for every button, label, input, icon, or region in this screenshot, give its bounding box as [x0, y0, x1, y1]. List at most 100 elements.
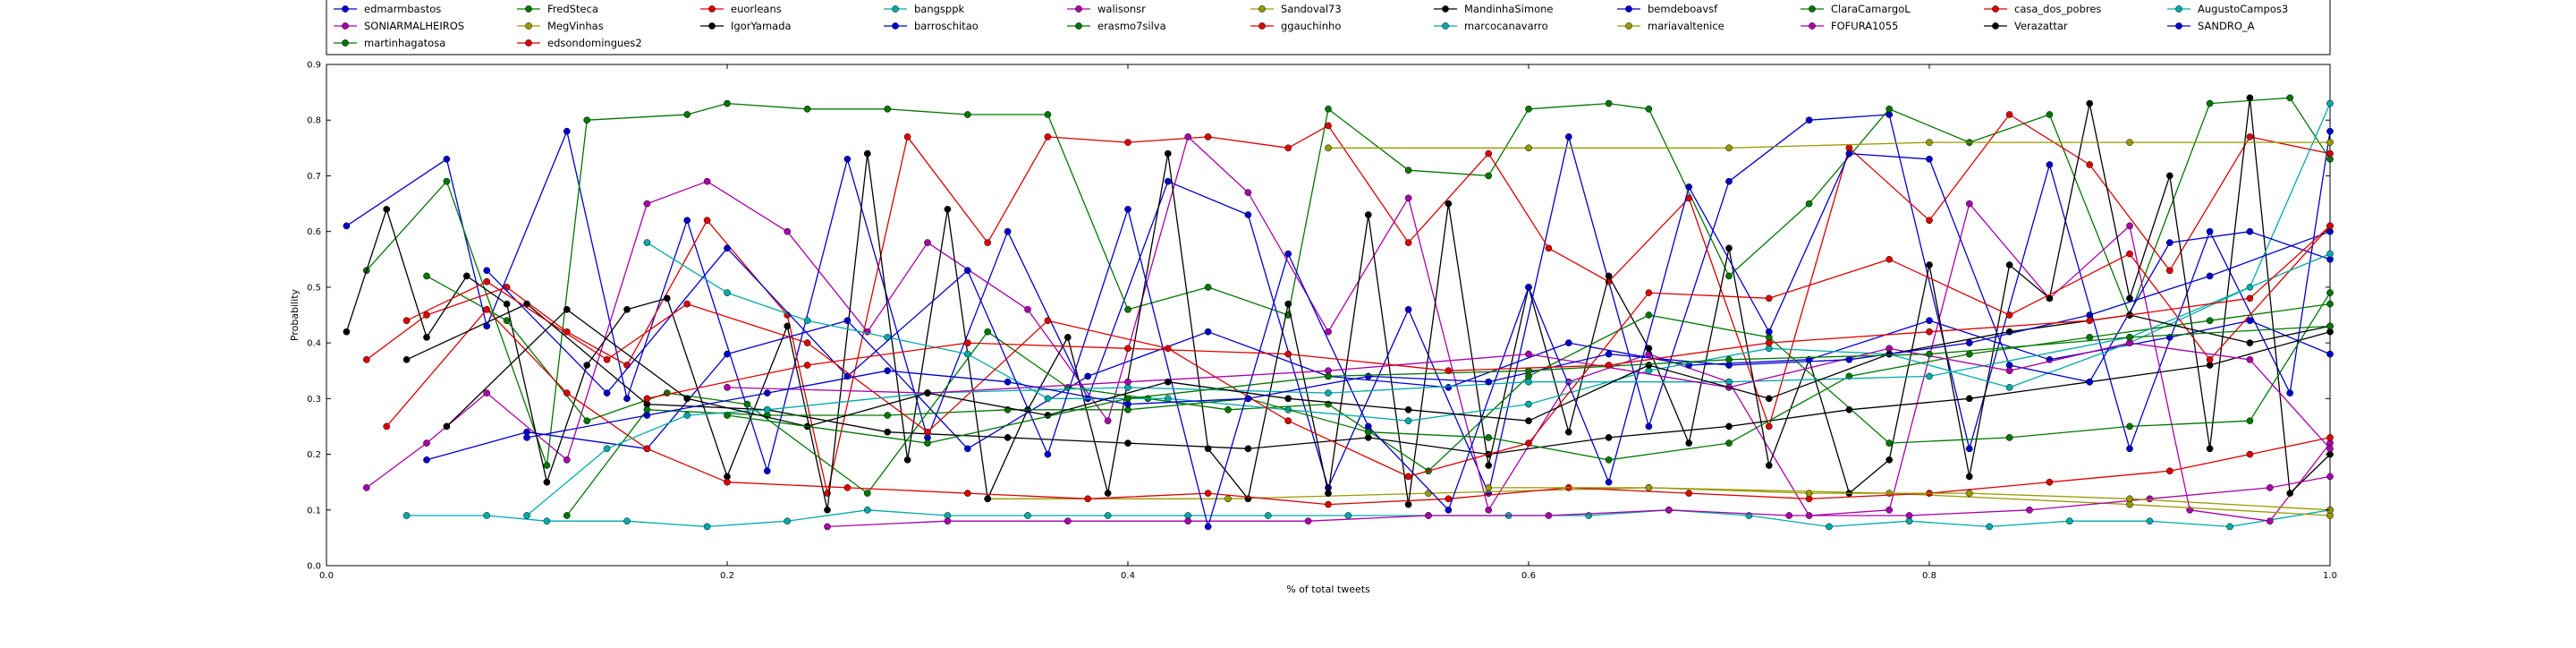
data-point [1063, 334, 1072, 341]
data-point [2326, 289, 2334, 296]
data-point [884, 412, 892, 419]
data-point [1765, 339, 1773, 346]
legend-label: casa_dos_pobres [2014, 3, 2101, 15]
data-point [1325, 328, 1332, 336]
legend-label: ggauchinho [1281, 20, 1341, 32]
data-point [1485, 172, 1493, 180]
data-point [1564, 339, 1572, 346]
data-point [1325, 389, 1332, 396]
data-point [1725, 439, 1733, 447]
legend-label: bemdeboavsf [1648, 3, 1718, 15]
series-edmarmbastos [343, 111, 2334, 497]
data-point [1765, 462, 1773, 469]
data-point [1425, 512, 1432, 519]
data-point [1004, 378, 1012, 386]
data-point [603, 389, 611, 396]
data-point [803, 317, 811, 325]
legend-label: MegVinhas [547, 20, 604, 32]
data-point [1124, 345, 1131, 353]
data-point [563, 456, 571, 464]
legend-label: bangsppk [914, 3, 965, 15]
data-point [1965, 490, 1973, 497]
data-point [683, 217, 691, 225]
data-point [1965, 395, 1973, 403]
data-point [1926, 317, 1933, 325]
x-tick-label: 0.6 [1521, 571, 1536, 581]
legend-label: MandinhaSimone [1464, 3, 1553, 15]
legend-item: marcocanavarro [1434, 20, 1548, 32]
data-point [1244, 395, 1252, 403]
data-point [623, 395, 631, 403]
data-point [2126, 495, 2133, 503]
data-point [1164, 395, 1172, 403]
data-point [483, 389, 491, 396]
data-point [643, 412, 651, 419]
data-point [2206, 99, 2214, 107]
data-point [1124, 205, 1131, 213]
data-point [423, 311, 430, 319]
data-point [2046, 161, 2054, 168]
legend-swatch-marker [708, 5, 716, 13]
data-point [803, 339, 811, 346]
data-point [443, 155, 451, 163]
data-point [2206, 445, 2214, 453]
data-point [1564, 428, 1572, 436]
data-point [1024, 512, 1031, 519]
y-tick-label: 0.1 [307, 506, 321, 516]
data-point [623, 305, 631, 313]
legend-item: MandinhaSimone [1434, 3, 1553, 15]
data-point [1224, 405, 1232, 414]
y-tick-label: 0.6 [307, 227, 321, 237]
data-point [643, 239, 651, 246]
series-marcocanavarro [523, 250, 2334, 519]
data-point [863, 490, 871, 497]
data-point [2326, 222, 2334, 230]
legend-swatch-marker [525, 5, 532, 13]
data-point [1545, 244, 1553, 252]
legend-swatch-marker [1809, 22, 1816, 30]
data-point [2326, 139, 2334, 146]
data-point [903, 133, 911, 141]
legend-label: mariavaltenice [1648, 20, 1724, 32]
data-point [1244, 445, 1252, 453]
data-point [984, 495, 992, 503]
series-line [486, 152, 2331, 528]
series-line [647, 225, 2331, 399]
data-point [2286, 490, 2294, 497]
data-point [1485, 484, 1493, 491]
data-point [924, 428, 931, 436]
data-point [1445, 506, 1453, 514]
data-point [963, 267, 971, 275]
legend-item: mariavaltenice [1617, 20, 1724, 32]
legend-item: MegVinhas [517, 20, 604, 32]
data-point [2046, 111, 2054, 118]
data-point [1965, 339, 1973, 346]
legend-label: martinhagatosa [364, 37, 445, 49]
data-point [503, 317, 511, 325]
data-point [1645, 311, 1653, 319]
data-point [1204, 133, 1212, 141]
data-point [483, 277, 491, 286]
data-point [543, 478, 551, 486]
legend-swatch-marker [1992, 22, 1999, 30]
legend-swatch-marker [1442, 5, 1449, 13]
legend-swatch-marker [525, 39, 532, 47]
data-point [1885, 255, 1894, 263]
data-point [803, 105, 811, 113]
data-point [724, 244, 731, 252]
data-point [683, 412, 691, 419]
data-point [1284, 395, 1292, 403]
data-point [563, 389, 571, 396]
x-tick-label: 1.0 [2323, 571, 2337, 581]
data-point [1725, 144, 1733, 152]
data-point [1445, 384, 1453, 391]
data-point [1404, 417, 1412, 425]
data-point [2226, 523, 2233, 531]
legend-label: Verazattar [2014, 20, 2068, 32]
data-point [1063, 517, 1072, 525]
data-point [1885, 105, 1894, 113]
data-point [1525, 144, 1532, 152]
y-tick-label: 0.2 [307, 450, 321, 460]
data-point [1044, 133, 1052, 141]
data-point [784, 517, 792, 525]
